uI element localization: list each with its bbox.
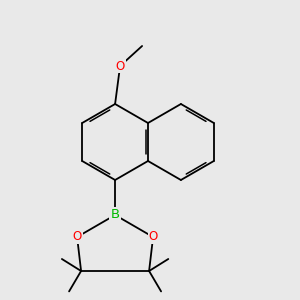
Text: O: O	[73, 230, 82, 244]
Text: O: O	[148, 230, 158, 244]
Text: B: B	[110, 208, 120, 221]
Text: O: O	[116, 59, 125, 73]
